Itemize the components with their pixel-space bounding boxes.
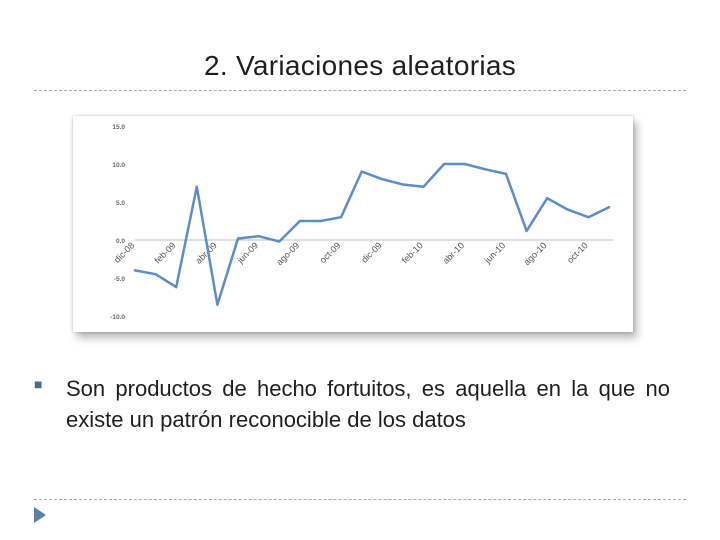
x-tick-label: ago-09 <box>274 240 301 267</box>
x-tick-label: oct-10 <box>565 240 590 265</box>
data-point <box>175 285 178 289</box>
data-point <box>133 269 137 272</box>
x-tick-label: oct-09 <box>318 240 343 265</box>
data-point <box>587 216 590 219</box>
data-point <box>442 162 446 166</box>
data-point <box>216 303 219 306</box>
x-tick-label: feb-10 <box>400 240 425 265</box>
data-point <box>545 197 549 200</box>
data-point <box>607 206 611 209</box>
y-tick-label: -10.0 <box>110 314 125 321</box>
x-tick-label: feb-09 <box>153 240 178 265</box>
data-point <box>422 185 425 188</box>
y-tick-label: 0.0 <box>116 238 125 245</box>
data-point <box>360 170 363 173</box>
data-point <box>463 162 466 166</box>
data-point <box>566 208 569 211</box>
play-arrow-icon[interactable] <box>34 507 46 523</box>
data-point <box>278 240 281 243</box>
data-point <box>339 216 343 219</box>
x-tick-label: jun-09 <box>235 240 260 265</box>
data-point <box>154 273 157 276</box>
data-point <box>257 235 260 238</box>
y-tick-label: 5.0 <box>116 200 125 207</box>
data-point <box>401 183 405 186</box>
data-point <box>484 168 487 171</box>
series-line <box>133 162 611 306</box>
square-bullet-icon: ■ <box>34 376 43 392</box>
title-divider <box>34 90 686 91</box>
x-tick-label: abr-10 <box>441 240 466 265</box>
line-chart-card: -10.0 -5.0 0.0 5.0 10.0 15.0 dic-08 feb-09 abr-0… <box>73 116 633 332</box>
y-tick-label: 15.0 <box>112 124 125 131</box>
data-point <box>195 185 199 188</box>
y-tick-label: 10.0 <box>112 162 125 169</box>
data-point <box>319 219 322 223</box>
footer-divider <box>34 499 686 500</box>
x-tick-label: jun-10 <box>482 240 507 265</box>
data-point <box>381 178 384 181</box>
data-point <box>525 229 528 233</box>
data-point <box>504 172 508 176</box>
x-tick-label: ago-10 <box>522 240 549 267</box>
slide-title: 2. Variaciones aleatorias <box>203 50 517 81</box>
data-point <box>298 219 302 223</box>
data-point <box>236 237 240 240</box>
body-paragraph: Son productos de hecho fortuitos, es aqu… <box>66 376 670 432</box>
y-tick-label: -5.0 <box>114 276 126 283</box>
x-tick-label: dic-09 <box>359 240 383 264</box>
